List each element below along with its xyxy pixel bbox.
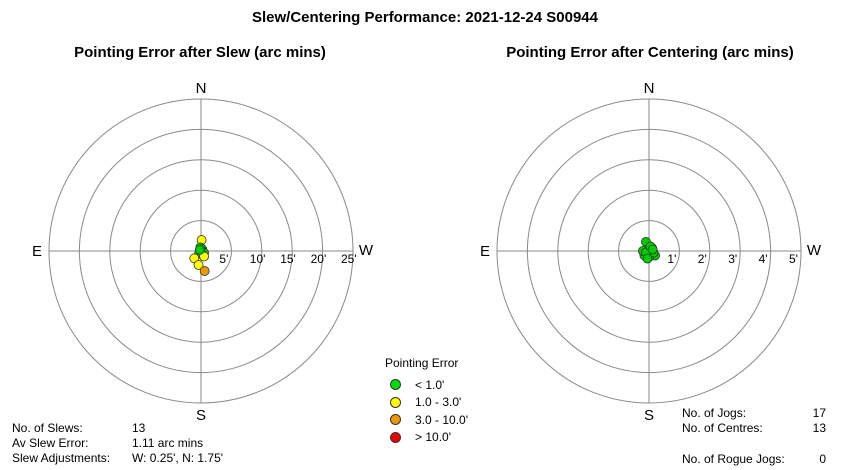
av-error-value: 1.11 arc mins: [132, 436, 204, 450]
legend-item: 1.0 - 3.0': [385, 394, 468, 412]
legend-swatch: [390, 379, 401, 391]
pointing-error-point: [647, 244, 658, 255]
legend-label: 3.0 - 10.0': [415, 412, 468, 427]
rogue-label: No. of Rogue Jogs:: [682, 452, 785, 466]
slew-stats: No. of Slews: 13 Av Slew Error: 1.11 arc…: [12, 421, 223, 466]
adjust-value: W: 0.25', N: 1.75': [132, 451, 224, 465]
av-error-label: Av Slew Error:: [12, 436, 89, 450]
legend-title: Pointing Error: [385, 356, 459, 370]
slew-plot-title: Pointing Error after Slew (arc mins): [74, 44, 326, 61]
centering-stats: No. of Jogs: 17 No. of Centres: 13 No. o…: [682, 406, 826, 467]
jogs-value: 17: [812, 406, 826, 420]
slews-label: No. of Slews:: [12, 421, 83, 435]
pointing-error-point: [193, 260, 204, 270]
ring-label: 10': [250, 252, 266, 266]
north-label: N: [644, 80, 655, 97]
centres-label: No. of Centres:: [682, 421, 763, 435]
legend-item: < 1.0': [385, 376, 468, 394]
ring-label: 15': [280, 252, 296, 266]
legend-item: 3.0 - 10.0': [385, 411, 468, 429]
pointing-error-point: [199, 266, 210, 276]
north-label: N: [196, 80, 207, 97]
rogue-value: 0: [819, 452, 826, 466]
ring-label: 1': [667, 252, 676, 266]
east-label: E: [32, 243, 42, 260]
stat-row: No. of Slews: 13: [12, 421, 223, 436]
stat-row: Av Slew Error: 1.11 arc mins: [12, 436, 223, 451]
stat-row: No. of Jogs: 17: [682, 406, 826, 421]
legend-label: < 1.0': [415, 377, 445, 392]
stat-row: Slew Adjustments: W: 0.25', N: 1.75': [12, 451, 223, 466]
east-label: E: [480, 243, 490, 260]
pointing-error-point: [642, 253, 653, 264]
jogs-label: No. of Jogs:: [682, 406, 747, 420]
west-label: W: [359, 242, 374, 259]
ring-label: 2': [698, 252, 707, 266]
ring-label: 5': [219, 252, 228, 266]
ring-label: 3': [728, 252, 737, 266]
south-label: S: [196, 407, 206, 424]
adjust-label: Slew Adjustments:: [12, 451, 111, 465]
legend-item: > 10.0': [385, 429, 468, 447]
pointing-error-legend: Pointing Error < 1.0' 1.0 - 3.0' 3.0 - 1…: [385, 356, 468, 446]
main-title: Slew/Centering Performance: 2021-12-24 S…: [251, 9, 598, 26]
legend-swatch: [390, 431, 401, 443]
stat-row: No. of Rogue Jogs: 0: [682, 452, 826, 467]
south-label: S: [644, 407, 654, 424]
west-label: W: [807, 242, 822, 259]
centering-plot-title: Pointing Error after Centering (arc mins…: [506, 44, 794, 61]
legend-swatch: [390, 396, 401, 408]
stat-row: No. of Centres: 13: [682, 421, 826, 436]
pointing-error-point: [194, 244, 205, 255]
ring-label: 5': [789, 252, 798, 266]
legend-swatch: [390, 414, 401, 426]
centres-value: 13: [812, 421, 826, 435]
ring-label: 20': [311, 252, 327, 266]
legend-label: > 10.0': [415, 430, 451, 445]
legend-label: 1.0 - 3.0': [415, 395, 462, 410]
slews-value: 13: [132, 421, 146, 435]
ring-label: 4': [759, 252, 768, 266]
ring-label: 25': [341, 252, 357, 266]
